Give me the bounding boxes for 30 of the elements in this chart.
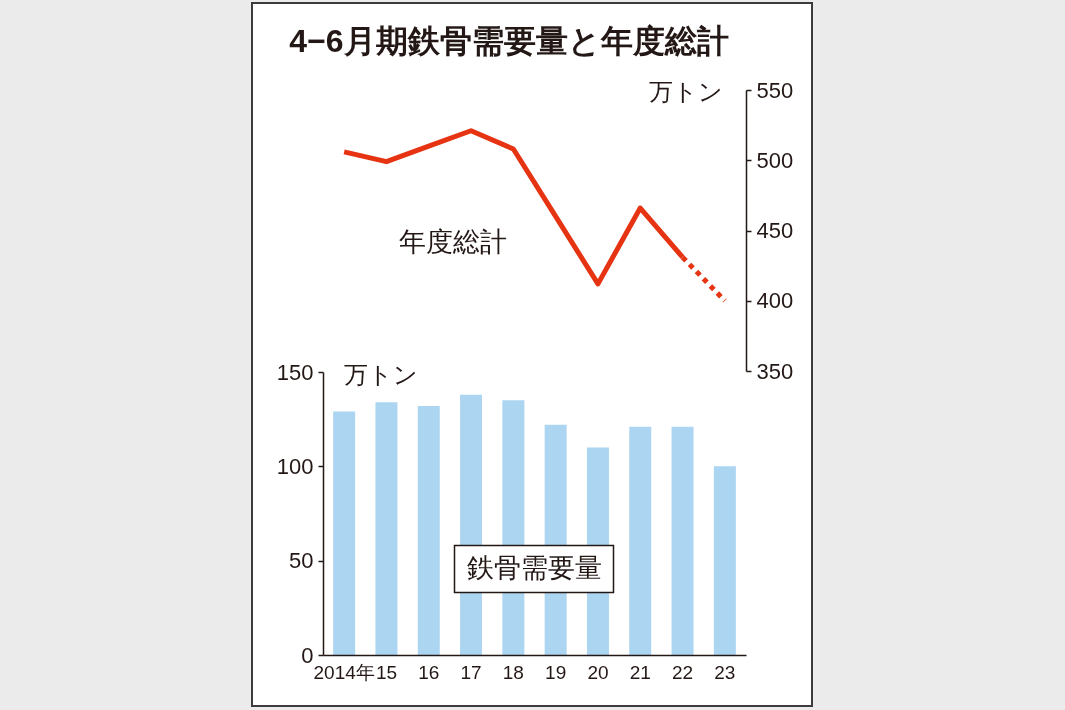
- bar: [417, 405, 440, 655]
- y-tick-label: 500: [756, 147, 794, 173]
- y-tick-label: 400: [756, 288, 794, 314]
- x-tick-label: 21: [629, 661, 651, 683]
- x-tick-label: 15: [375, 661, 398, 683]
- y-tick-label: 550: [756, 77, 794, 103]
- y-axis-title: 万トン: [648, 77, 723, 105]
- series-label: 年度総計: [399, 227, 507, 257]
- y-axis-title: 万トン: [343, 360, 418, 388]
- bar: [713, 466, 736, 655]
- chart-title: 4−6月期鉄骨需要量と年度総計: [289, 23, 729, 59]
- x-tick-label: 2014年: [313, 661, 375, 683]
- y-tick-label: 350: [756, 358, 794, 384]
- x-tick-label: 16: [418, 661, 440, 683]
- y-tick-label: 100: [276, 453, 314, 479]
- y-tick-label: 0: [301, 642, 314, 668]
- x-tick-label: 23: [714, 661, 736, 683]
- x-tick-label: 17: [460, 661, 482, 683]
- x-tick-label: 20: [587, 661, 609, 683]
- bar: [375, 402, 398, 655]
- bar: [333, 411, 356, 655]
- bar: [671, 426, 694, 655]
- y-tick-label: 50: [289, 548, 314, 574]
- x-tick-label: 18: [502, 661, 524, 683]
- y-tick-label: 150: [276, 359, 314, 385]
- bar: [629, 426, 652, 655]
- x-tick-label: 19: [545, 661, 567, 683]
- y-tick-label: 450: [756, 218, 794, 243]
- x-tick-label: 22: [671, 661, 694, 683]
- series-label: 鉄骨需要量: [466, 553, 602, 583]
